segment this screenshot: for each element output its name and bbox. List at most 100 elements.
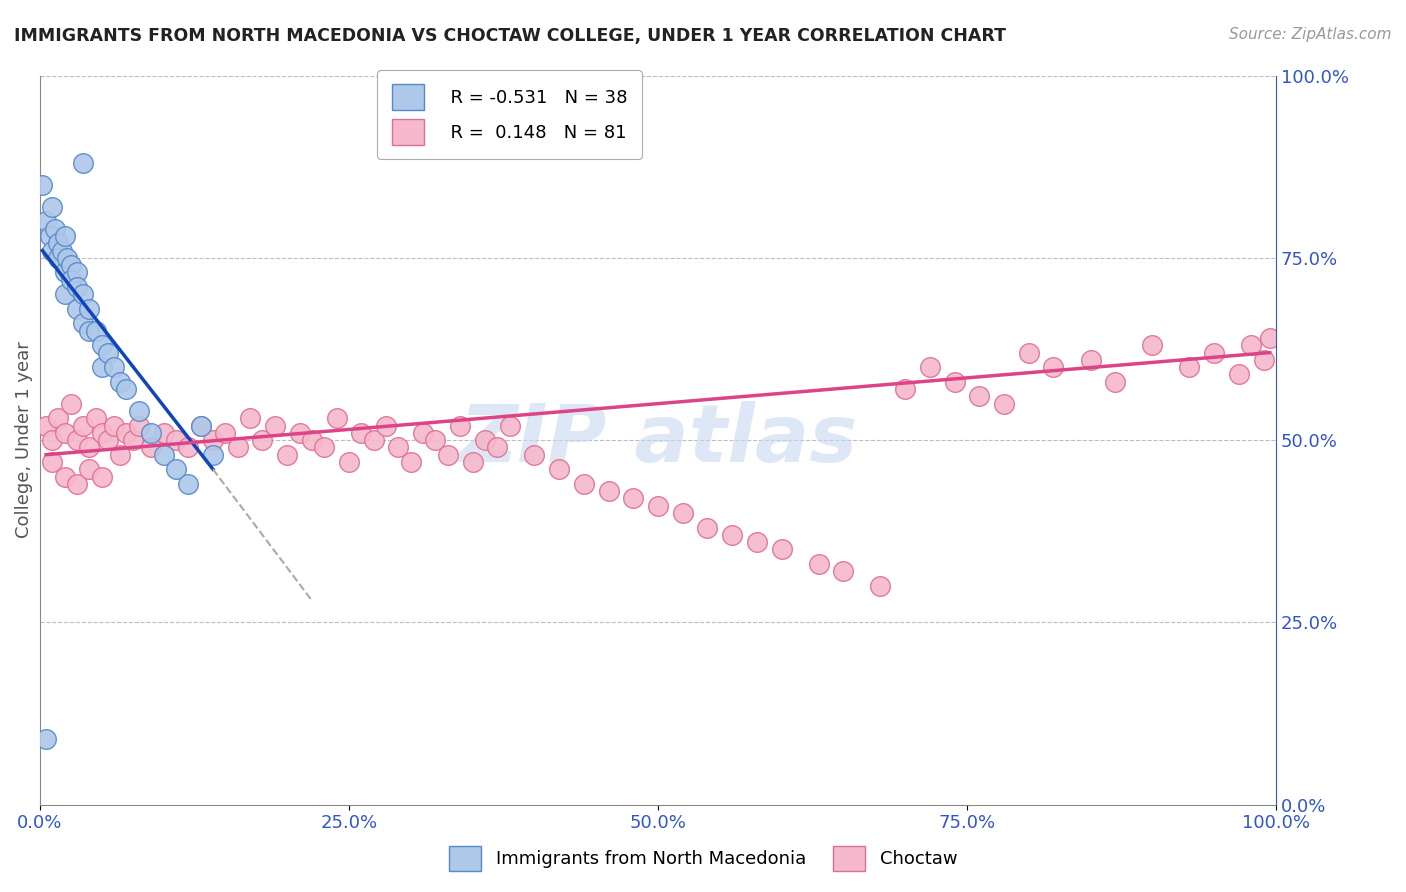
Point (72, 156, 94, 170)
Point (66, 301, 89, 316)
Point (437, 448, 460, 462)
Point (1204, 345, 1226, 359)
Point (696, 520, 718, 534)
Point (41, 244, 63, 258)
Point (84, 324, 107, 338)
Point (363, 433, 385, 447)
Point (1104, 375, 1126, 389)
Point (201, 433, 224, 447)
Text: Source: ZipAtlas.com: Source: ZipAtlas.com (1229, 27, 1392, 42)
Point (474, 433, 496, 447)
Point (449, 418, 471, 433)
Point (90, 469, 112, 483)
Point (90, 425, 112, 440)
Point (115, 382, 138, 396)
Point (239, 411, 262, 425)
Point (486, 441, 509, 455)
Point (832, 565, 855, 579)
Point (51, 244, 73, 258)
Point (66, 280, 89, 294)
Point (41, 455, 63, 469)
Point (121, 433, 143, 447)
Point (214, 425, 236, 440)
Point (48, 236, 70, 251)
Point (35, 214, 58, 228)
Point (53, 287, 76, 301)
Point (59, 397, 82, 411)
Point (72, 287, 94, 301)
Point (1258, 331, 1281, 345)
Point (288, 425, 311, 440)
Point (79, 301, 101, 316)
Point (35, 732, 58, 747)
Point (38, 229, 60, 244)
Point (90, 360, 112, 375)
Point (97, 433, 120, 447)
Point (190, 418, 212, 433)
Point (387, 441, 409, 455)
Point (152, 448, 174, 462)
Point (66, 476, 89, 491)
Point (59, 273, 82, 287)
Point (35, 418, 58, 433)
Point (190, 418, 212, 433)
Point (48, 411, 70, 425)
Y-axis label: College, Under 1 year: College, Under 1 year (15, 342, 32, 539)
Point (1240, 338, 1263, 352)
Point (523, 448, 546, 462)
Point (598, 484, 620, 499)
Point (993, 397, 1015, 411)
Point (314, 441, 336, 455)
Point (110, 448, 132, 462)
Point (498, 418, 520, 433)
Point (103, 418, 125, 433)
Point (1142, 338, 1164, 352)
Point (201, 448, 224, 462)
Point (44, 221, 66, 235)
Point (572, 476, 595, 491)
Point (337, 455, 360, 469)
Legend: Immigrants from North Macedonia, Choctaw: Immigrants from North Macedonia, Choctaw (441, 838, 965, 879)
Legend:   R = -0.531   N = 38,   R =  0.148   N = 81: R = -0.531 N = 38, R = 0.148 N = 81 (377, 70, 641, 159)
Point (141, 425, 163, 440)
Point (165, 433, 187, 447)
Point (969, 389, 991, 403)
Point (103, 360, 125, 375)
Point (1080, 352, 1102, 367)
Point (141, 441, 163, 455)
Point (226, 441, 249, 455)
Point (152, 425, 174, 440)
Point (56, 251, 79, 265)
Point (48, 251, 70, 265)
Point (97, 345, 120, 359)
Point (41, 200, 63, 214)
Point (672, 506, 695, 520)
Point (425, 433, 447, 447)
Point (84, 411, 107, 425)
Point (548, 462, 571, 476)
Point (41, 433, 63, 447)
Point (918, 360, 941, 375)
Point (115, 425, 138, 440)
Point (621, 491, 644, 506)
Point (53, 425, 76, 440)
Point (1018, 345, 1040, 359)
Point (350, 425, 373, 440)
Point (59, 258, 82, 272)
Point (325, 411, 347, 425)
Point (53, 265, 76, 279)
Point (461, 455, 484, 469)
Point (90, 338, 112, 352)
Point (276, 448, 298, 462)
Point (869, 579, 891, 593)
Point (72, 418, 94, 433)
Point (110, 375, 132, 389)
Point (721, 528, 744, 542)
Point (79, 462, 101, 476)
Point (1253, 352, 1275, 367)
Point (301, 433, 323, 447)
Point (128, 418, 150, 433)
Point (128, 404, 150, 418)
Point (1042, 360, 1064, 375)
Point (165, 462, 187, 476)
